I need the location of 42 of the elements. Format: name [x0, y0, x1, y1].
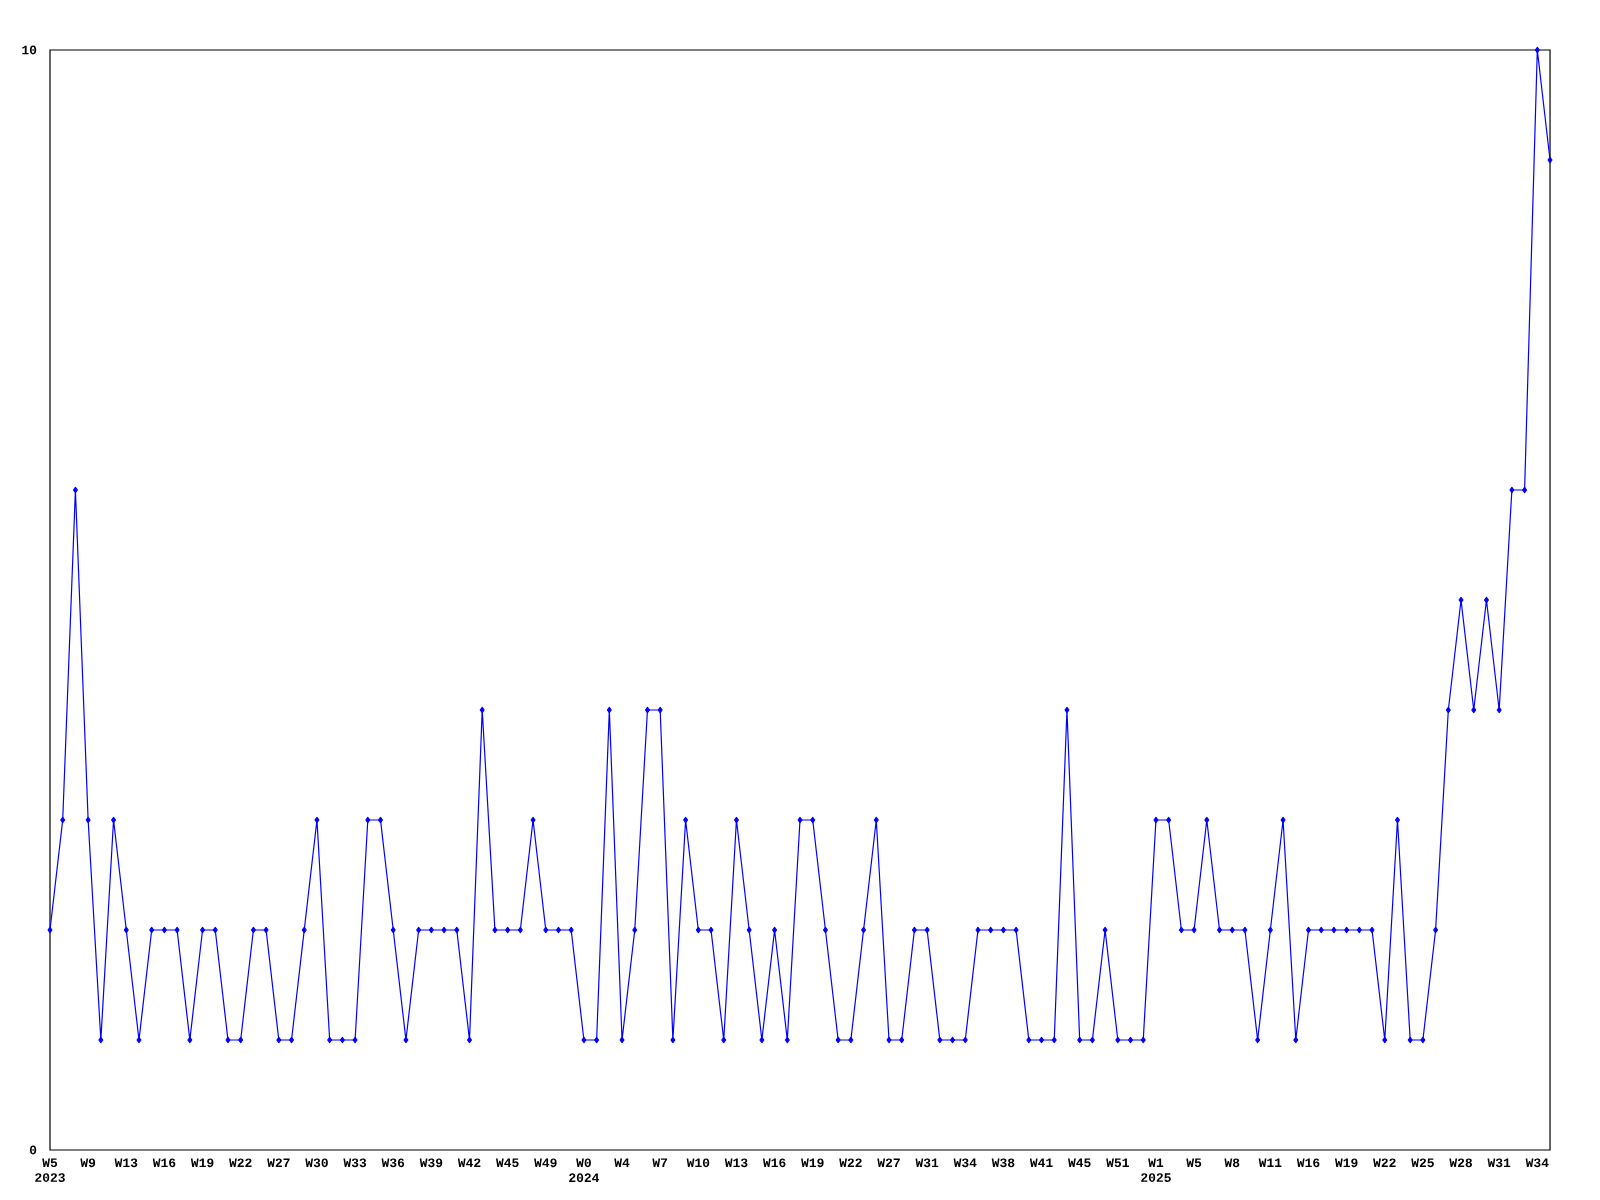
x-tick-label: W39	[419, 1158, 443, 1168]
x-tick-label: W33	[343, 1158, 367, 1168]
x-tick-label: W16	[1296, 1158, 1320, 1168]
x-tick-label: W10	[686, 1158, 710, 1168]
x-tick-label: W5 2023	[35, 1158, 65, 1183]
x-tick-label: W30	[305, 1158, 328, 1168]
x-tick-label: W45	[1068, 1158, 1091, 1168]
x-tick-label: W36	[381, 1158, 405, 1168]
x-tick-label: W7	[652, 1158, 668, 1167]
x-tick-label: W16	[152, 1158, 176, 1168]
x-tick-label: W41	[1029, 1158, 1053, 1167]
x-tick-label: W22	[1373, 1158, 1396, 1168]
x-tick-label: W13	[724, 1158, 748, 1168]
x-tick-label: W45	[495, 1158, 519, 1168]
x-tick-label: W9	[80, 1158, 96, 1168]
x-tick-label: W19	[190, 1158, 214, 1168]
x-tick-label: W13	[114, 1158, 138, 1168]
x-tick-label: W0 2024	[569, 1158, 600, 1183]
x-tick-label: W22	[229, 1158, 252, 1168]
x-tick-label: W34	[953, 1158, 977, 1168]
x-tick-label: W28	[1449, 1158, 1472, 1168]
x-tick-label: W19	[1334, 1158, 1358, 1168]
x-tick-label: W27	[877, 1158, 900, 1168]
x-tick-label: W19	[801, 1158, 824, 1168]
x-tick-label: W51	[1106, 1158, 1129, 1168]
x-tick-label: W8	[1224, 1158, 1240, 1168]
x-tick-label: W5	[1186, 1158, 1202, 1168]
x-tick-label: W11	[1258, 1158, 1282, 1167]
x-tick-label: W42	[457, 1158, 481, 1168]
x-tick-label: W16	[762, 1158, 786, 1168]
y-tick-label: 0	[29, 1145, 37, 1155]
x-tick-label: W25	[1411, 1158, 1434, 1168]
x-tick-label: W38	[991, 1158, 1015, 1168]
x-tick-label: W27	[267, 1158, 290, 1168]
x-tick-label: W4	[614, 1158, 630, 1167]
x-tick-label: W1 2025	[1141, 1158, 1171, 1182]
y-tick-label: 10	[22, 45, 37, 55]
x-tick-label: W34	[1525, 1158, 1549, 1168]
x-tick-label: W49	[534, 1158, 557, 1168]
x-tick-label: W22	[839, 1158, 862, 1168]
x-tick-label: W31	[1487, 1158, 1511, 1168]
x-tick-label: W31	[915, 1158, 939, 1168]
